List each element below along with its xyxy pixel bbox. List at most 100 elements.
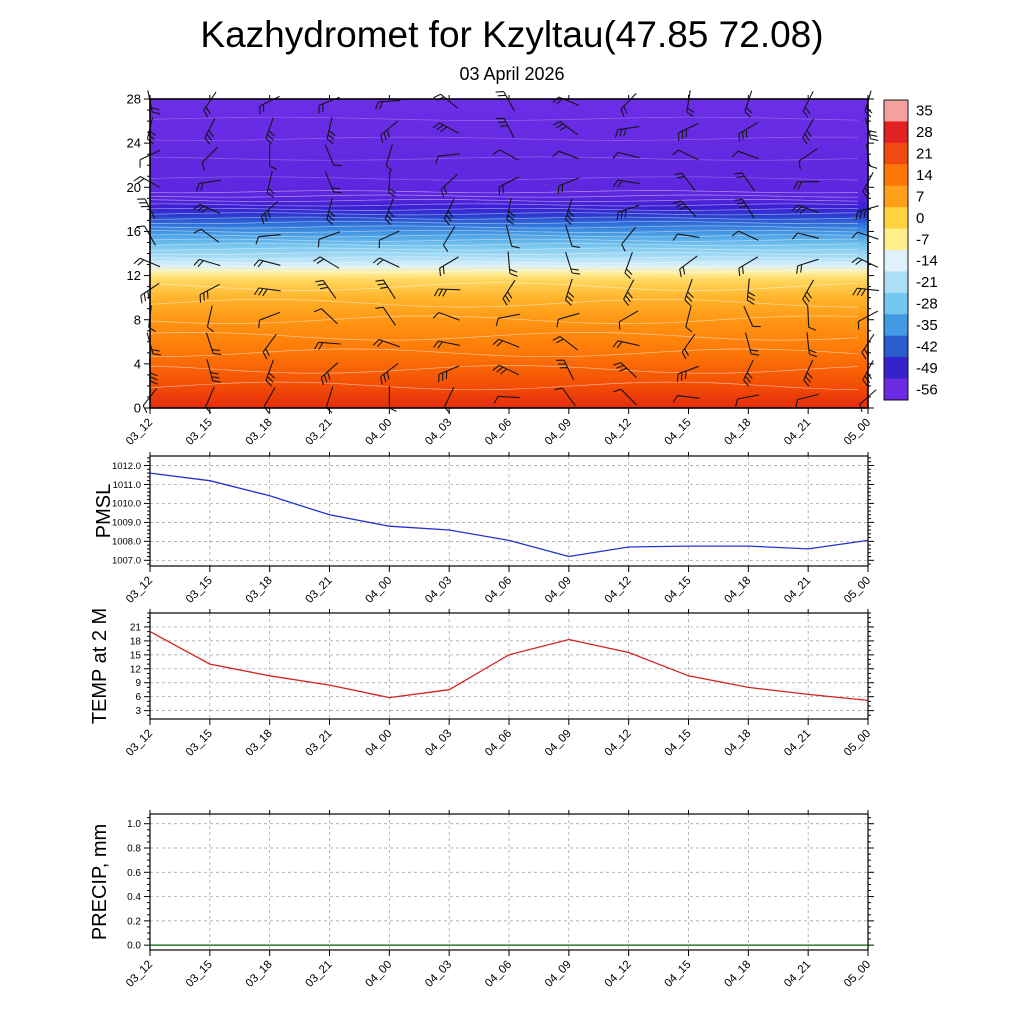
svg-text:04_06: 04_06 — [483, 417, 514, 448]
svg-text:21: 21 — [916, 146, 933, 163]
svg-text:05_00: 05_00 — [842, 959, 873, 990]
svg-text:03_21: 03_21 — [304, 728, 335, 759]
svg-text:8: 8 — [134, 312, 141, 327]
svg-text:04_06: 04_06 — [483, 575, 514, 606]
svg-text:04_00: 04_00 — [363, 959, 394, 990]
svg-text:28: 28 — [916, 124, 933, 141]
chart-subtitle: 03 April 2026 — [459, 64, 565, 84]
svg-text:04_09: 04_09 — [543, 959, 574, 990]
svg-text:1010.0: 1010.0 — [112, 499, 141, 510]
svg-text:21: 21 — [130, 622, 142, 633]
svg-text:-7: -7 — [916, 231, 929, 248]
colorbar: 35 28 21 14 7 0 -7 -14 -21 -28 -35 -42 -49 -56 — [883, 99, 938, 401]
pmsl-chart: 1012.0 1011.0 1010.0 1009.0 1008.0 1007.0 03_1… — [112, 452, 874, 606]
svg-text:04_03: 04_03 — [423, 959, 454, 990]
svg-text:12: 12 — [127, 268, 141, 283]
svg-text:4: 4 — [134, 356, 141, 371]
svg-text:20: 20 — [127, 180, 141, 195]
svg-text:03_15: 03_15 — [184, 417, 215, 448]
svg-text:04_03: 04_03 — [423, 728, 454, 759]
svg-text:0.6: 0.6 — [127, 868, 141, 879]
svg-text:03_18: 03_18 — [244, 959, 275, 990]
svg-text:16: 16 — [127, 224, 141, 239]
svg-text:04_18: 04_18 — [722, 417, 753, 448]
svg-text:04_12: 04_12 — [603, 959, 634, 990]
svg-text:0.4: 0.4 — [127, 892, 141, 903]
svg-text:0: 0 — [134, 401, 141, 416]
svg-text:6: 6 — [135, 692, 141, 703]
svg-text:-14: -14 — [916, 253, 938, 270]
svg-text:1007.0: 1007.0 — [112, 556, 141, 567]
svg-text:04_18: 04_18 — [722, 575, 753, 606]
svg-text:04_00: 04_00 — [363, 575, 394, 606]
svg-text:1008.0: 1008.0 — [112, 537, 141, 548]
svg-text:1009.0: 1009.0 — [112, 518, 141, 529]
svg-text:04_12: 04_12 — [603, 575, 634, 606]
svg-text:-56: -56 — [916, 381, 938, 398]
svg-text:0: 0 — [916, 210, 924, 227]
svg-text:7: 7 — [916, 188, 924, 205]
temp_2m-line — [149, 631, 869, 702]
svg-text:04_15: 04_15 — [663, 728, 694, 759]
svg-text:04_09: 04_09 — [543, 575, 574, 606]
svg-text:0.2: 0.2 — [127, 916, 141, 927]
svg-text:04_18: 04_18 — [722, 728, 753, 759]
svg-text:03_21: 03_21 — [304, 575, 335, 606]
temperature-cross-section-chart: 0 4 8 12 16 20 24 28 03_12 03_15 03_18 03_21 04_00 04… — [124, 90, 938, 448]
svg-text:03_12: 03_12 — [124, 575, 155, 606]
svg-text:1.0: 1.0 — [127, 819, 141, 830]
svg-text:-42: -42 — [916, 338, 938, 355]
svg-text:-21: -21 — [916, 274, 938, 291]
svg-text:-28: -28 — [916, 296, 938, 313]
svg-text:03_18: 03_18 — [244, 575, 275, 606]
chart-title: Kazhydromet for Kzyltau(47.85 72.08) — [200, 14, 824, 55]
svg-text:04_12: 04_12 — [603, 417, 634, 448]
svg-text:28: 28 — [127, 92, 141, 107]
svg-text:04_06: 04_06 — [483, 959, 514, 990]
svg-text:04_18: 04_18 — [722, 959, 753, 990]
svg-text:03_15: 03_15 — [184, 575, 215, 606]
svg-text:12: 12 — [130, 664, 142, 675]
svg-text:04_21: 04_21 — [782, 575, 813, 606]
svg-text:18: 18 — [130, 636, 142, 647]
svg-text:05_00: 05_00 — [842, 417, 873, 448]
svg-text:-49: -49 — [916, 360, 938, 377]
svg-text:03_15: 03_15 — [184, 959, 215, 990]
svg-text:03_12: 03_12 — [124, 959, 155, 990]
svg-text:15: 15 — [130, 650, 142, 661]
svg-text:04_09: 04_09 — [543, 728, 574, 759]
svg-text:03_18: 03_18 — [244, 728, 275, 759]
svg-text:04_21: 04_21 — [782, 728, 813, 759]
svg-text:-35: -35 — [916, 317, 938, 334]
svg-text:04_00: 04_00 — [363, 417, 394, 448]
svg-text:03_15: 03_15 — [184, 728, 215, 759]
svg-text:14: 14 — [916, 167, 933, 184]
svg-text:1011.0: 1011.0 — [113, 480, 141, 491]
svg-text:04_03: 04_03 — [423, 417, 454, 448]
svg-text:1012.0: 1012.0 — [112, 461, 141, 472]
svg-text:03_21: 03_21 — [304, 417, 335, 448]
svg-text:04_15: 04_15 — [663, 959, 694, 990]
svg-text:04_06: 04_06 — [483, 728, 514, 759]
svg-text:04_21: 04_21 — [782, 417, 813, 448]
precip-chart: 1.0 0.8 0.6 0.4 0.2 0.0 03_12 03_15 03_18 03_21 04… — [124, 810, 874, 990]
svg-text:3: 3 — [135, 706, 141, 717]
svg-text:04_03: 04_03 — [423, 575, 454, 606]
svg-text:03_12: 03_12 — [124, 728, 155, 759]
svg-text:0.8: 0.8 — [127, 844, 141, 855]
svg-text:24: 24 — [127, 136, 141, 151]
svg-text:0.0: 0.0 — [127, 941, 141, 952]
svg-text:04_15: 04_15 — [663, 575, 694, 606]
svg-text:9: 9 — [135, 678, 141, 689]
svg-text:03_21: 03_21 — [304, 959, 335, 990]
svg-text:04_15: 04_15 — [663, 417, 694, 448]
svg-text:04_12: 04_12 — [603, 728, 634, 759]
svg-text:04_00: 04_00 — [363, 728, 394, 759]
wind-barbs — [133, 90, 879, 414]
svg-text:03_18: 03_18 — [244, 417, 275, 448]
svg-text:03_12: 03_12 — [124, 417, 155, 448]
svg-text:04_21: 04_21 — [782, 959, 813, 990]
svg-text:05_00: 05_00 — [842, 728, 873, 759]
svg-text:35: 35 — [916, 103, 933, 120]
svg-text:05_00: 05_00 — [842, 575, 873, 606]
